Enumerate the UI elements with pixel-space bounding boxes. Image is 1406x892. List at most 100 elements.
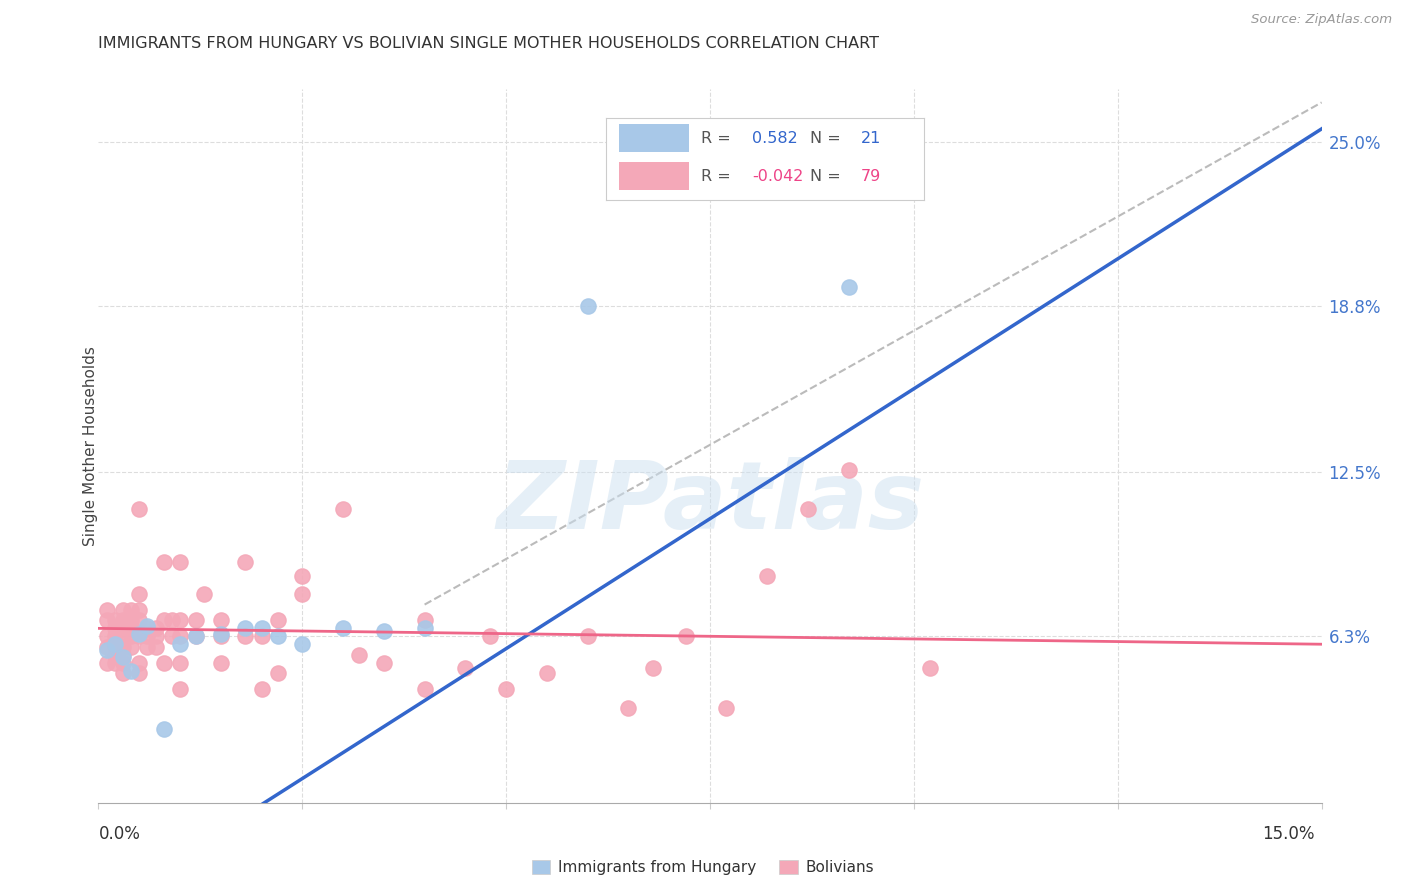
Point: [454, 661, 477, 675]
Point: [145, 629, 167, 643]
Point: [209, 656, 232, 670]
Point: [160, 614, 183, 628]
Point: [160, 629, 183, 643]
Legend: Immigrants from Hungary, Bolivians: Immigrants from Hungary, Bolivians: [531, 861, 875, 875]
Point: [96, 642, 118, 657]
Point: [413, 614, 436, 628]
Point: [291, 568, 314, 582]
Point: [838, 280, 860, 294]
Point: [96, 614, 118, 628]
Text: Source: ZipAtlas.com: Source: ZipAtlas.com: [1251, 13, 1392, 27]
Point: [136, 629, 159, 643]
Point: [250, 621, 273, 635]
Point: [128, 603, 150, 617]
Point: [145, 621, 167, 635]
Point: [104, 656, 127, 670]
Point: [186, 629, 208, 643]
Point: [332, 502, 354, 516]
Point: [96, 629, 118, 643]
Point: [267, 629, 290, 643]
Point: [169, 629, 191, 643]
Point: [152, 722, 174, 736]
Point: [111, 666, 134, 681]
Point: [120, 629, 142, 643]
Point: [920, 661, 942, 675]
Point: [169, 555, 191, 569]
Point: [267, 614, 290, 628]
Point: [186, 629, 208, 643]
Point: [111, 629, 134, 643]
Point: [120, 614, 142, 628]
Point: [617, 700, 640, 714]
Point: [233, 629, 256, 643]
Point: [478, 629, 501, 643]
Point: [617, 161, 640, 176]
Point: [111, 648, 134, 662]
Point: [128, 666, 150, 681]
Point: [145, 640, 167, 654]
Point: [120, 664, 142, 678]
Point: [111, 640, 134, 654]
Point: [413, 682, 436, 697]
Y-axis label: Single Mother Households: Single Mother Households: [83, 346, 97, 546]
Point: [373, 656, 395, 670]
Point: [104, 640, 127, 654]
Text: 0.0%: 0.0%: [98, 825, 141, 843]
Text: IMMIGRANTS FROM HUNGARY VS BOLIVIAN SINGLE MOTHER HOUSEHOLDS CORRELATION CHART: IMMIGRANTS FROM HUNGARY VS BOLIVIAN SING…: [98, 36, 879, 51]
Point: [716, 700, 738, 714]
Point: [128, 587, 150, 601]
Point: [193, 587, 215, 601]
Point: [128, 502, 150, 516]
Point: [169, 614, 191, 628]
Point: [120, 621, 142, 635]
Point: [536, 666, 558, 681]
Point: [128, 629, 150, 643]
Point: [104, 648, 127, 662]
Point: [136, 618, 159, 632]
Point: [675, 629, 697, 643]
Point: [576, 629, 599, 643]
Point: [111, 614, 134, 628]
Point: [128, 614, 150, 628]
Point: [838, 463, 860, 477]
Point: [169, 682, 191, 697]
Point: [120, 603, 142, 617]
Point: [209, 629, 232, 643]
Point: [104, 629, 127, 643]
Point: [413, 621, 436, 635]
Point: [332, 621, 354, 635]
Point: [209, 614, 232, 628]
Point: [120, 640, 142, 654]
Point: [373, 624, 395, 638]
Point: [136, 640, 159, 654]
Point: [128, 656, 150, 670]
Point: [250, 682, 273, 697]
Point: [104, 637, 127, 651]
Point: [756, 568, 779, 582]
Point: [250, 629, 273, 643]
Point: [209, 626, 232, 640]
Point: [128, 626, 150, 640]
Point: [186, 614, 208, 628]
Point: [152, 555, 174, 569]
Point: [136, 621, 159, 635]
Point: [641, 661, 664, 675]
Point: [104, 614, 127, 628]
Point: [96, 656, 118, 670]
Point: [111, 621, 134, 635]
Point: [267, 666, 290, 681]
Point: [96, 640, 118, 654]
Point: [111, 650, 134, 665]
Point: [169, 637, 191, 651]
Point: [152, 656, 174, 670]
Point: [291, 587, 314, 601]
Point: [233, 621, 256, 635]
Point: [152, 614, 174, 628]
Point: [104, 621, 127, 635]
Point: [111, 656, 134, 670]
Point: [96, 603, 118, 617]
Text: 15.0%: 15.0%: [1263, 825, 1315, 843]
Point: [576, 299, 599, 313]
Point: [291, 637, 314, 651]
Point: [797, 502, 820, 516]
